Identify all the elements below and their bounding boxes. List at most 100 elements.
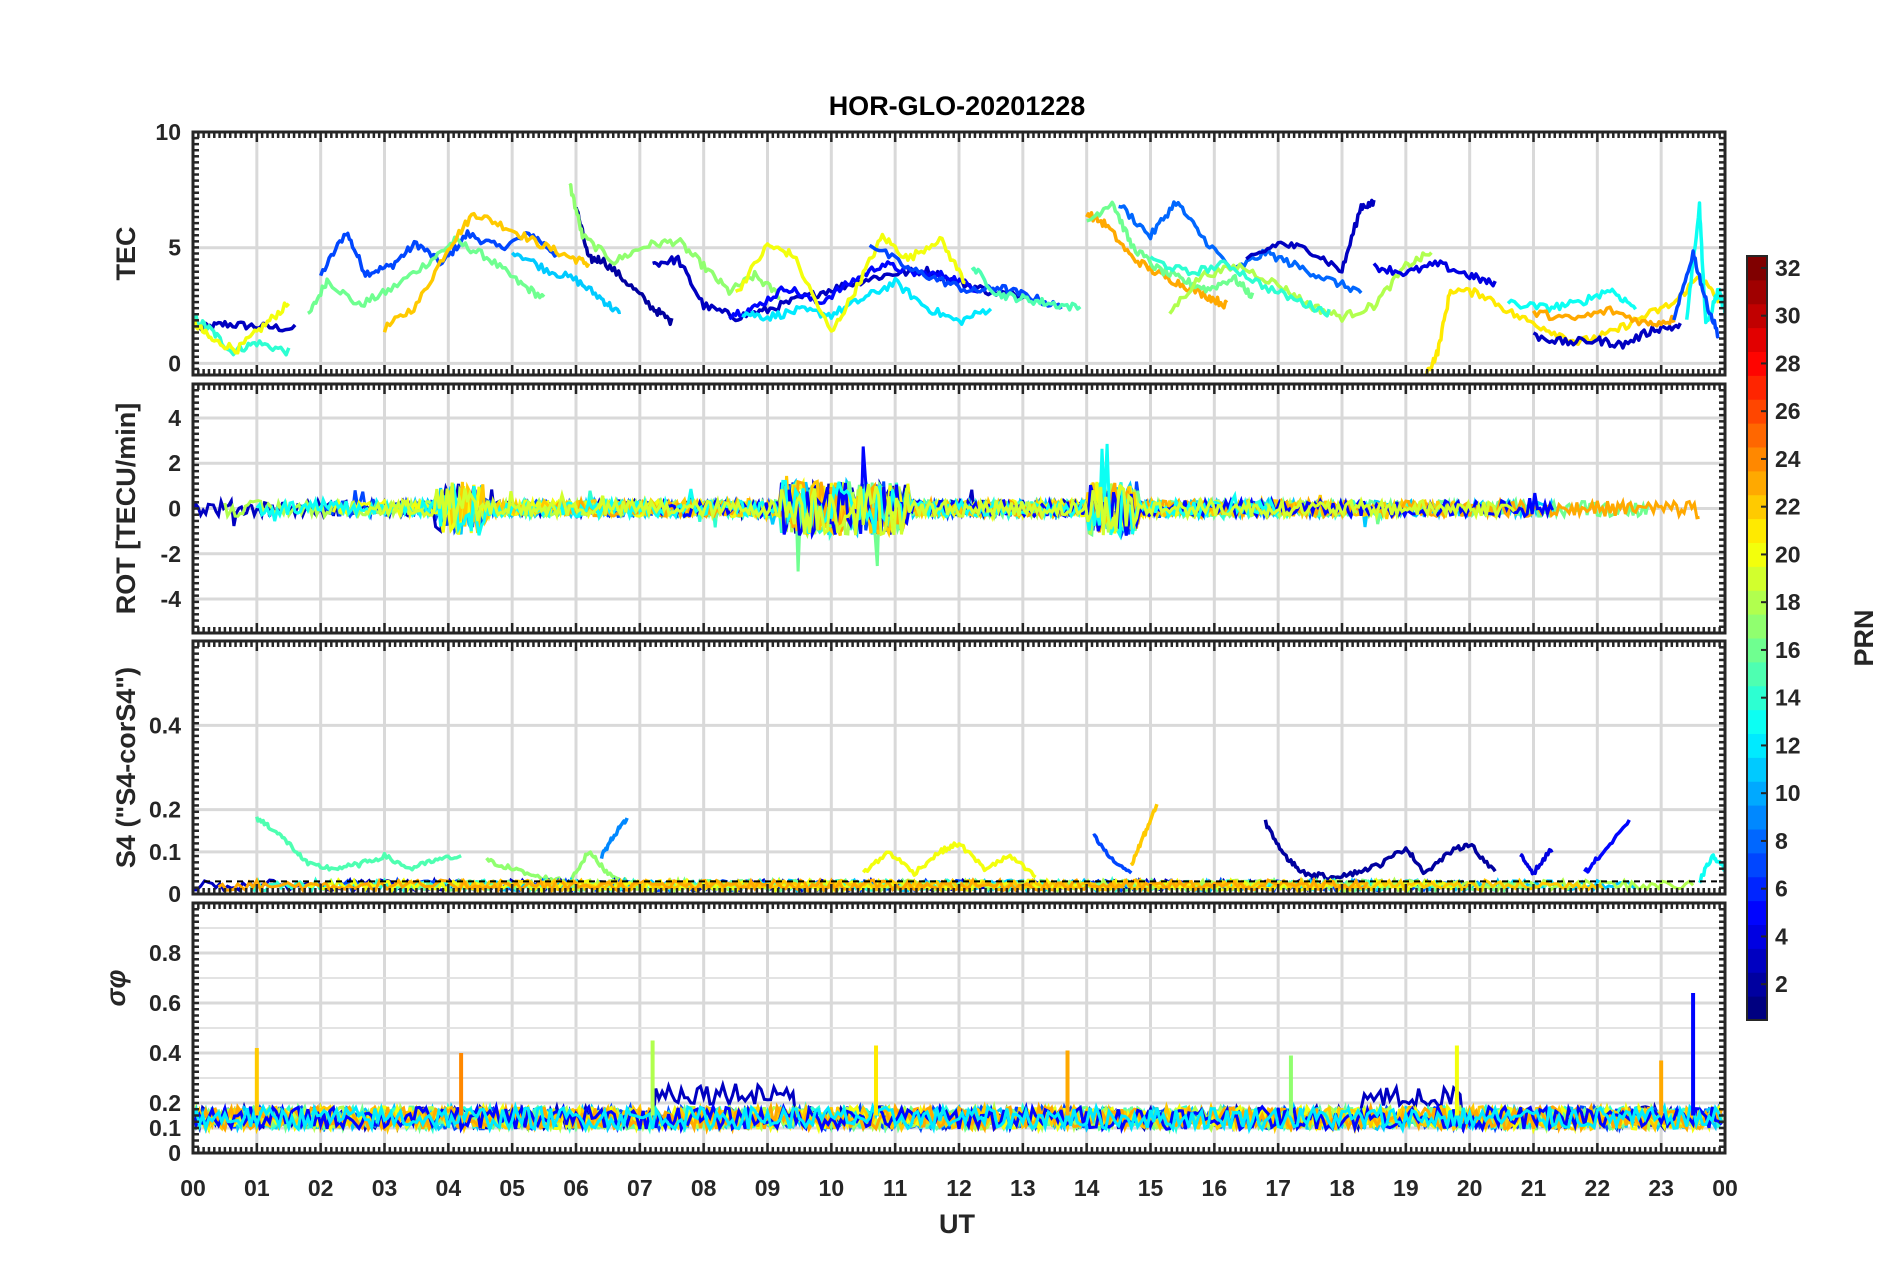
x-axis-label: UT	[939, 1209, 975, 1239]
x-tick-labels: 00 01 02 03 04 05 06 07 08 09 10 11 12 13 14 15 16 17 18 19…	[180, 1175, 1738, 1201]
x-tick-label: 10	[819, 1175, 845, 1201]
colorbar-segment	[1747, 256, 1767, 281]
colorbar-segment	[1747, 757, 1767, 782]
s4-series-prn-9	[599, 817, 629, 859]
tec-series-prn-23	[1085, 211, 1229, 310]
s4-y-tick-label: 0	[168, 881, 181, 907]
tec-series-prn-13	[1684, 201, 1725, 325]
colorbar-segment	[1747, 542, 1767, 567]
panel-tec: 0 5 10 TEC	[111, 119, 1727, 377]
x-tick-label: 15	[1138, 1175, 1164, 1201]
s4-y-tick-label: 0.4	[149, 712, 181, 738]
colorbar-segment	[1747, 900, 1767, 925]
tec-series-prn-3	[1532, 322, 1682, 350]
colorbar-tick-label: 20	[1775, 541, 1801, 567]
colorbar-segment	[1747, 590, 1767, 615]
s4-axes-frame	[191, 639, 1727, 896]
colorbar-tick-label: 32	[1775, 255, 1801, 281]
x-tick-label: 02	[308, 1175, 334, 1201]
colorbar-segment	[1747, 924, 1767, 949]
colorbar-segment	[1747, 733, 1767, 758]
colorbar-tick-label: 6	[1775, 876, 1788, 902]
tec-series-prn-20	[193, 301, 291, 355]
colorbar-tick-label: 4	[1775, 923, 1788, 949]
s4-y-tick-label: 0.1	[149, 839, 181, 865]
x-tick-label: 03	[372, 1175, 398, 1201]
colorbar-tick-label: 16	[1775, 637, 1801, 663]
tec-series-prn-5	[728, 260, 979, 321]
tec-series-prn-16	[1086, 200, 1255, 300]
tec-series-prn-7	[1672, 249, 1720, 339]
colorbar-segment	[1747, 327, 1767, 352]
sigma-trace-prn-12	[193, 1101, 1724, 1135]
colorbar-tick-label: 24	[1775, 446, 1801, 472]
colorbar-segment	[1747, 709, 1767, 734]
s4-y-tick-label: 0.2	[149, 797, 181, 823]
panel-sigma: 00.10.2 0.4 0.6 0.8 σφ	[101, 901, 1727, 1166]
colorbar-segment	[1747, 423, 1767, 448]
colorbar-segment	[1747, 996, 1767, 1021]
colorbar-tick-label: 22	[1775, 494, 1801, 520]
colorbar-segment	[1747, 494, 1767, 520]
s4-y-axis-label: S4 ("S4-corS4")	[111, 667, 141, 868]
x-tick-label: 12	[946, 1175, 972, 1201]
colorbar-segment	[1747, 614, 1767, 639]
sigma-y-axis-label: σφ	[101, 970, 131, 1007]
tec-y-tick-label: 10	[155, 119, 181, 145]
tec-series-prn-3	[1245, 198, 1376, 274]
s4-series-prn-4	[1519, 847, 1554, 876]
s4-series-prn-13	[1697, 853, 1725, 884]
tec-series-prn-23	[1531, 305, 1676, 328]
x-tick-label: 16	[1202, 1175, 1228, 1201]
colorbar-segment	[1747, 303, 1767, 329]
s4-noise-trace	[217, 876, 1369, 894]
x-tick-label: 21	[1521, 1175, 1547, 1201]
sigma-axes-frame	[191, 901, 1727, 1155]
colorbar-tick-label: 12	[1775, 732, 1801, 758]
tec-series-prn-22	[382, 211, 591, 333]
colorbar-segment	[1747, 279, 1767, 305]
colorbar-segment	[1747, 638, 1767, 663]
colorbar-tick-label: 28	[1775, 350, 1801, 376]
x-tick-label: 04	[436, 1175, 462, 1201]
rot-y-tick-label: -4	[161, 586, 182, 612]
colorbar-segment	[1747, 852, 1767, 878]
x-tick-label: 17	[1265, 1175, 1291, 1201]
colorbar-segment	[1747, 518, 1767, 543]
tec-series-prn-2	[574, 206, 674, 327]
colorbar-segment	[1747, 948, 1767, 973]
x-tick-label: 07	[627, 1175, 653, 1201]
rot-trace-prn-19	[364, 482, 1516, 537]
x-tick-label: 09	[755, 1175, 781, 1201]
colorbar-tick-label: 8	[1775, 828, 1788, 854]
colorbar-segment	[1747, 375, 1767, 400]
tec-series-prn-13	[1506, 287, 1638, 314]
sigma-y-tick-label: 0.8	[149, 940, 181, 966]
colorbar-segment	[1747, 876, 1767, 902]
tec-axes-frame	[191, 130, 1727, 377]
s4-series-prn-22	[1129, 803, 1159, 866]
tec-series-prn-7	[319, 229, 558, 278]
tec-series-prn-14	[1149, 255, 1331, 318]
x-tick-label: 19	[1393, 1175, 1419, 1201]
chart-title: HOR-GLO-20201228	[829, 91, 1086, 121]
x-tick-label: 05	[499, 1175, 525, 1201]
rot-y-tick-label: 0	[168, 496, 181, 522]
colorbar-tick-label: 2	[1775, 971, 1788, 997]
colorbar-segment	[1747, 685, 1767, 711]
colorbar-segment	[1747, 566, 1767, 591]
rot-y-tick-label: -2	[161, 541, 181, 567]
sigma-y-tick-label: 0.1	[149, 1115, 181, 1141]
sigma-y-tick-label: 0.2	[149, 1090, 181, 1116]
colorbar-label: PRN	[1849, 609, 1879, 666]
x-tick-label: 01	[244, 1175, 270, 1201]
x-tick-label: 13	[1010, 1175, 1036, 1201]
sigma-data	[193, 993, 1724, 1135]
colorbar-segment	[1747, 781, 1767, 806]
s4-series-prn-2	[1263, 819, 1497, 881]
tec-series-prn-14	[193, 312, 291, 357]
colorbar-segment	[1747, 470, 1767, 496]
